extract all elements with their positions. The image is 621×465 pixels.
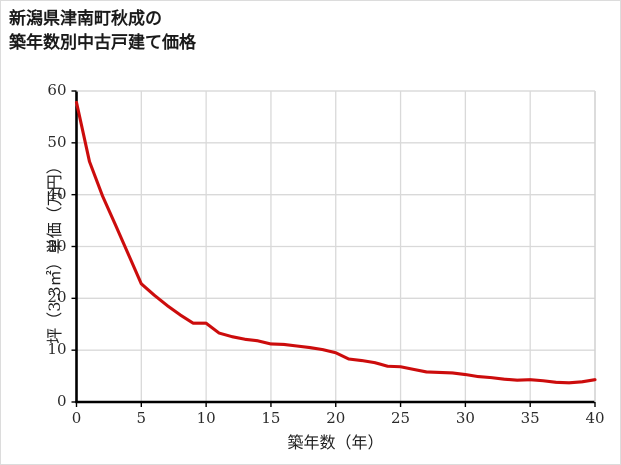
x-tick-label: 5 xyxy=(136,409,147,427)
y-tick-label: 0 xyxy=(56,392,67,410)
y-axis-title: 坪（3.3㎡）単価（万円） xyxy=(45,158,64,344)
x-axis-title: 築年数（年） xyxy=(287,433,384,452)
x-tick-label: 40 xyxy=(585,409,605,427)
y-tick-label: 10 xyxy=(47,340,67,359)
y-tick-label: 50 xyxy=(47,132,67,151)
x-tick-label: 0 xyxy=(71,409,82,427)
data-line-series-1 xyxy=(74,100,597,385)
x-tick-label: 30 xyxy=(455,409,475,427)
y-tick-label: 40 xyxy=(47,184,67,203)
y-tick-label: 60 xyxy=(47,81,67,99)
x-tick-label: 15 xyxy=(261,409,281,427)
chart-title: 新潟県津南町秋成の 築年数別中古戸建て価格 xyxy=(9,9,196,54)
grid-lines xyxy=(76,90,596,402)
tick-marks xyxy=(71,90,596,407)
x-tick-label: 20 xyxy=(326,409,346,427)
x-tick-label: 10 xyxy=(196,409,216,427)
x-tick-label: 25 xyxy=(391,409,411,427)
y-tick-label: 30 xyxy=(47,236,67,255)
y-tick-label: 20 xyxy=(47,288,67,307)
x-tick-label: 35 xyxy=(520,409,540,427)
axis-spines xyxy=(75,90,596,404)
